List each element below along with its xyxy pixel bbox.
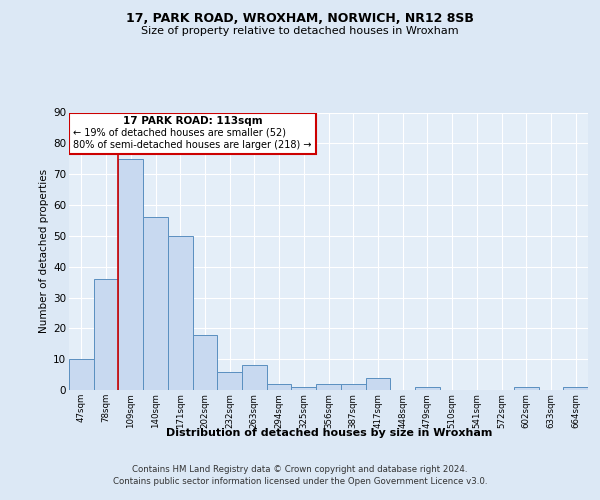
Text: 80% of semi-detached houses are larger (218) →: 80% of semi-detached houses are larger (… (73, 140, 311, 150)
Text: Distribution of detached houses by size in Wroxham: Distribution of detached houses by size … (166, 428, 492, 438)
Bar (69, 112, 316, 154)
Text: Contains HM Land Registry data © Crown copyright and database right 2024.: Contains HM Land Registry data © Crown c… (132, 466, 468, 474)
Bar (69, 359, 94, 390)
Bar (563, 387, 588, 390)
Bar (365, 378, 390, 390)
Bar (217, 372, 242, 390)
Text: Contains public sector information licensed under the Open Government Licence v3: Contains public sector information licen… (113, 476, 487, 486)
Bar (143, 218, 168, 390)
Bar (168, 236, 193, 390)
Text: Size of property relative to detached houses in Wroxham: Size of property relative to detached ho… (141, 26, 459, 36)
Y-axis label: Number of detached properties: Number of detached properties (39, 169, 49, 334)
Bar (341, 384, 365, 390)
Bar (193, 334, 217, 390)
Bar (316, 384, 341, 390)
Bar (292, 387, 316, 390)
Text: 17, PARK ROAD, WROXHAM, NORWICH, NR12 8SB: 17, PARK ROAD, WROXHAM, NORWICH, NR12 8S… (126, 12, 474, 26)
Bar (415, 387, 440, 390)
Bar (514, 387, 539, 390)
Bar (267, 384, 292, 390)
Bar (118, 159, 143, 390)
Text: ← 19% of detached houses are smaller (52): ← 19% of detached houses are smaller (52… (73, 128, 286, 138)
Text: 17 PARK ROAD: 113sqm: 17 PARK ROAD: 113sqm (123, 116, 262, 126)
Bar (94, 279, 118, 390)
Bar (242, 366, 267, 390)
